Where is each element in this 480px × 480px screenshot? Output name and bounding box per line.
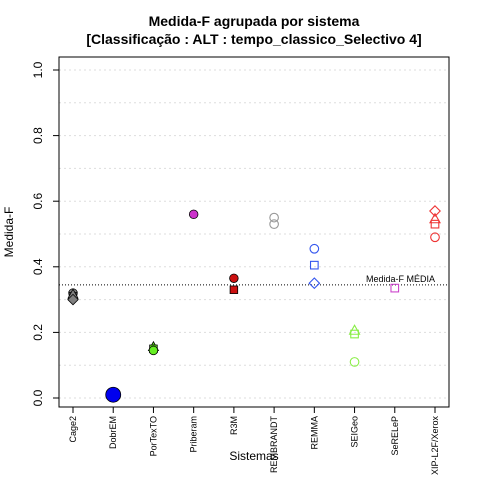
data-point <box>309 260 319 270</box>
x-tick-label: REMBRANDT <box>269 416 279 474</box>
chart-title: Medida-F agrupada por sistema <box>149 13 360 29</box>
data-point <box>269 212 279 223</box>
data-point <box>188 209 199 220</box>
y-axis-label: Medida-F <box>2 207 16 258</box>
x-tick-label: XIP-L2F/Xerox <box>430 416 440 476</box>
x-tick-label: SeRELeP <box>390 416 400 456</box>
x-tick-label: Priberam <box>189 416 199 453</box>
data-point <box>430 232 440 243</box>
y-tick-label: 0.8 <box>31 127 45 144</box>
y-tick-label: 0.2 <box>31 324 45 341</box>
data-point <box>430 219 440 229</box>
grid <box>59 69 449 399</box>
chart-subtitle: [Classificação : ALT : tempo_classico_Se… <box>86 31 421 47</box>
y-tick-label: 0.6 <box>31 193 45 210</box>
x-tick-label: SEIGeo <box>350 416 360 448</box>
y-tick-label: 1.0 <box>31 61 45 78</box>
data-point <box>429 205 441 218</box>
data-point <box>148 345 159 356</box>
x-axis-label: Sistemas <box>229 449 278 463</box>
y-tick-label: 0.4 <box>31 258 45 275</box>
x-tick-label: R3M <box>229 416 239 435</box>
data-point <box>105 386 122 403</box>
x-axis: Cage2 DobrEM PorTexTO Priberam R3M REMBRANDT R… <box>68 407 440 475</box>
x-tick-label: PorTexTO <box>148 416 158 456</box>
x-tick-label: Cage2 <box>68 416 78 443</box>
data-point <box>67 293 79 306</box>
y-axis: 0.0 0.2 0.4 0.6 0.8 1.0 <box>31 61 59 406</box>
y-tick-label: 0.0 <box>31 389 45 406</box>
data-points <box>67 205 441 403</box>
x-tick-label: REMMA <box>309 416 319 450</box>
data-point <box>429 212 441 224</box>
x-tick-label: DobrEM <box>108 416 118 449</box>
data-point <box>229 273 239 283</box>
data-point <box>309 243 320 254</box>
data-point <box>350 329 359 339</box>
plot-frame <box>58 56 450 408</box>
data-point <box>269 219 279 230</box>
data-point <box>349 357 360 367</box>
data-point <box>390 283 400 293</box>
data-point <box>308 277 321 290</box>
reference-line-label: Medida-F MÉDIA <box>366 274 435 284</box>
data-point <box>229 285 239 294</box>
